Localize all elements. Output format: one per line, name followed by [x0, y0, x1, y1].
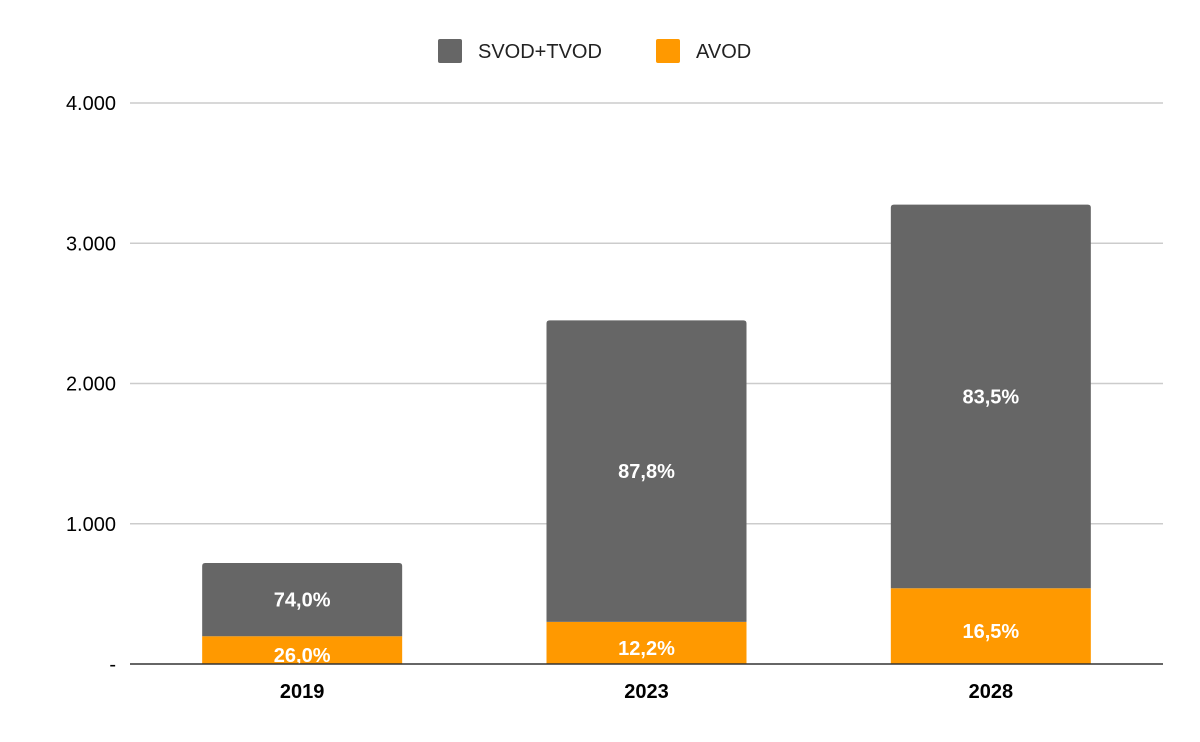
- y-axis: - 1.000 2.000 3.000 4.000: [66, 93, 116, 676]
- legend-label: AVOD: [696, 41, 751, 63]
- y-tick-label: 4.000: [66, 93, 116, 115]
- bar-segment-avod-2028: [890, 588, 1091, 664]
- bar-segment-svod-tvod-2028: [890, 204, 1091, 589]
- legend-label: SVOD+TVOD: [478, 41, 602, 63]
- bar-segment-avod-2023: [546, 621, 747, 664]
- x-tick-label: 2019: [280, 681, 325, 703]
- data-label: 16,5%: [962, 621, 1019, 643]
- legend-swatch: [656, 39, 680, 63]
- x-tick-label: 2023: [624, 681, 669, 703]
- legend-swatch: [438, 39, 462, 63]
- y-tick-label: -: [109, 654, 116, 676]
- data-label: 87,8%: [618, 461, 675, 483]
- legend: SVOD+TVOD AVOD: [438, 39, 751, 63]
- bars: 26,0% 74,0% 12,2% 87,8% 16,5% 83,5%: [202, 204, 1091, 667]
- y-tick-label: 3.000: [66, 233, 116, 255]
- y-tick-label: 2.000: [66, 374, 116, 396]
- y-tick-label: 1.000: [66, 514, 116, 536]
- data-label: 26,0%: [274, 645, 331, 667]
- data-label: 83,5%: [962, 386, 1019, 408]
- data-label: 12,2%: [618, 638, 675, 660]
- bar-segment-svod-tvod-2019: [202, 563, 403, 637]
- data-label: 74,0%: [274, 590, 331, 612]
- bar-segment-svod-tvod-2023: [546, 320, 747, 622]
- bar-segment-avod-2019: [202, 636, 403, 664]
- x-axis: 2019 2023 2028: [130, 663, 1163, 703]
- x-tick-label: 2028: [969, 681, 1014, 703]
